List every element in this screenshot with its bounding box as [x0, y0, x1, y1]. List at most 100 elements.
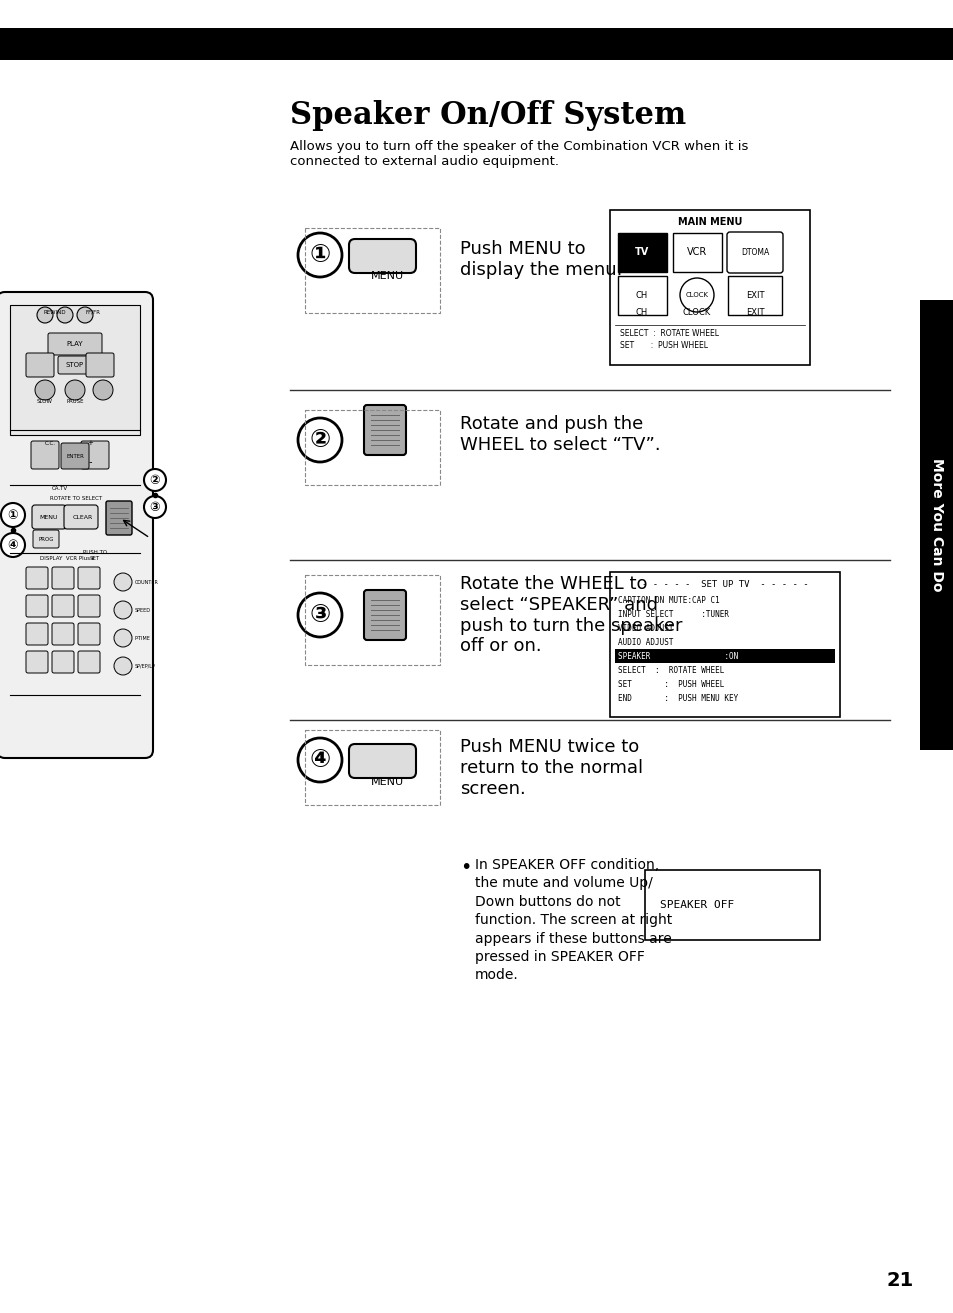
FancyBboxPatch shape [349, 744, 416, 779]
FancyBboxPatch shape [32, 506, 66, 529]
Text: PROG: PROG [38, 537, 53, 541]
Circle shape [92, 379, 112, 400]
FancyBboxPatch shape [726, 232, 782, 273]
FancyBboxPatch shape [78, 651, 100, 674]
Text: SET       :  PUSH WHEEL: SET : PUSH WHEEL [618, 680, 723, 688]
Text: MAIN MENU: MAIN MENU [677, 217, 741, 227]
Text: SET       :  PUSH WHEEL: SET : PUSH WHEEL [619, 340, 707, 349]
Text: SELECT  :  ROTATE WHEEL: SELECT : ROTATE WHEEL [618, 666, 723, 675]
Text: ROTATE TO SELECT: ROTATE TO SELECT [50, 496, 102, 502]
FancyBboxPatch shape [26, 567, 48, 590]
Circle shape [57, 307, 73, 323]
FancyBboxPatch shape [52, 567, 74, 590]
FancyBboxPatch shape [618, 276, 666, 315]
Text: More You Can Do: More You Can Do [929, 458, 943, 592]
Text: MENU: MENU [370, 777, 403, 786]
Text: EXIT: EXIT [745, 309, 763, 316]
FancyBboxPatch shape [64, 506, 98, 529]
FancyBboxPatch shape [26, 622, 48, 645]
Text: VIDEO ADJUST: VIDEO ADJUST [618, 624, 673, 633]
Text: MENU: MENU [370, 270, 403, 281]
Text: ③: ③ [150, 500, 160, 513]
FancyBboxPatch shape [609, 572, 840, 717]
Text: Rotate the WHEEL to
select “SPEAKER” and
push to turn the speaker
off or on.: Rotate the WHEEL to select “SPEAKER” and… [459, 575, 681, 655]
Circle shape [35, 379, 55, 400]
Circle shape [297, 738, 341, 783]
Text: STOP: STOP [66, 362, 84, 368]
Text: DTOMA: DTOMA [740, 247, 768, 256]
Text: CH: CH [636, 290, 647, 299]
Text: VCR: VCR [686, 247, 706, 257]
Text: Allows you to turn off the speaker of the Combination VCR when it is
connected t: Allows you to turn off the speaker of th… [290, 140, 747, 168]
FancyBboxPatch shape [349, 239, 416, 273]
Text: COUNTER: COUNTER [135, 579, 159, 584]
Circle shape [679, 278, 713, 312]
Text: CH: CH [636, 309, 647, 316]
FancyBboxPatch shape [364, 404, 406, 456]
Text: EXIT: EXIT [745, 290, 763, 299]
Text: END       :  PUSH MENU KEY: END : PUSH MENU KEY [618, 693, 738, 702]
Text: C.C.: C.C. [45, 441, 55, 446]
FancyBboxPatch shape [10, 305, 140, 435]
FancyBboxPatch shape [0, 291, 152, 758]
Text: SPEED: SPEED [135, 608, 151, 612]
Text: AUDIO ADJUST: AUDIO ADJUST [618, 638, 673, 646]
Text: INPUT SELECT      :TUNER: INPUT SELECT :TUNER [618, 609, 728, 618]
Text: Push MENU twice to
return to the normal
screen.: Push MENU twice to return to the normal … [459, 738, 642, 797]
FancyBboxPatch shape [78, 567, 100, 590]
Text: Push MENU to
display the menu.: Push MENU to display the menu. [459, 240, 621, 278]
Text: CLEAR: CLEAR [72, 515, 93, 520]
Text: PUSH TO
SET: PUSH TO SET [83, 550, 107, 561]
Text: ②: ② [150, 474, 160, 487]
Text: CAPTION ON MUTE:CAP C1: CAPTION ON MUTE:CAP C1 [618, 596, 719, 604]
Text: SELECT  :  ROTATE WHEEL: SELECT : ROTATE WHEEL [619, 328, 719, 337]
FancyBboxPatch shape [61, 442, 89, 469]
FancyBboxPatch shape [78, 622, 100, 645]
Text: PAUSE: PAUSE [66, 399, 84, 404]
FancyBboxPatch shape [618, 232, 666, 272]
Text: MENU: MENU [40, 515, 58, 520]
FancyBboxPatch shape [26, 353, 54, 377]
Text: SPEAKER OFF: SPEAKER OFF [659, 899, 734, 910]
FancyBboxPatch shape [52, 622, 74, 645]
Text: - - - - -  SET UP TV  - - - - -: - - - - - SET UP TV - - - - - [641, 579, 807, 588]
FancyBboxPatch shape [30, 441, 59, 469]
Text: SP/EP/LP: SP/EP/LP [135, 663, 155, 668]
Text: •: • [459, 857, 471, 877]
FancyBboxPatch shape [33, 530, 59, 548]
Circle shape [1, 503, 25, 527]
Text: CLOCK: CLOCK [685, 291, 708, 298]
Text: ④: ④ [8, 538, 18, 551]
FancyBboxPatch shape [86, 353, 113, 377]
Text: ①: ① [8, 508, 18, 521]
Text: Speaker On/Off System: Speaker On/Off System [290, 100, 685, 131]
Text: ENTER: ENTER [66, 453, 84, 458]
Text: +: + [87, 440, 92, 446]
FancyBboxPatch shape [644, 871, 820, 940]
Text: SPEAKER                :ON: SPEAKER :ON [618, 651, 738, 660]
Circle shape [1, 533, 25, 557]
Text: DISPLAY  VCR Plus+: DISPLAY VCR Plus+ [40, 555, 94, 561]
FancyBboxPatch shape [615, 649, 834, 663]
Text: Rotate and push the
WHEEL to select “TV”.: Rotate and push the WHEEL to select “TV”… [459, 415, 659, 454]
Text: ②: ② [309, 428, 331, 452]
FancyBboxPatch shape [106, 502, 132, 534]
Text: -: - [89, 457, 91, 467]
FancyBboxPatch shape [26, 595, 48, 617]
FancyBboxPatch shape [48, 334, 102, 355]
Circle shape [37, 307, 53, 323]
FancyBboxPatch shape [919, 299, 953, 750]
FancyBboxPatch shape [364, 590, 406, 639]
Text: 21: 21 [885, 1271, 913, 1289]
FancyBboxPatch shape [58, 356, 91, 374]
FancyBboxPatch shape [609, 210, 809, 365]
FancyBboxPatch shape [727, 276, 781, 315]
Text: REWIND: REWIND [44, 310, 67, 315]
Text: In SPEAKER OFF condition,
the mute and volume Up/
Down buttons do not
function. : In SPEAKER OFF condition, the mute and v… [475, 857, 672, 982]
Text: ①: ① [309, 243, 331, 267]
Circle shape [144, 496, 166, 519]
Circle shape [297, 418, 341, 462]
Circle shape [65, 379, 85, 400]
Circle shape [113, 572, 132, 591]
Text: CLOCK: CLOCK [682, 309, 710, 316]
